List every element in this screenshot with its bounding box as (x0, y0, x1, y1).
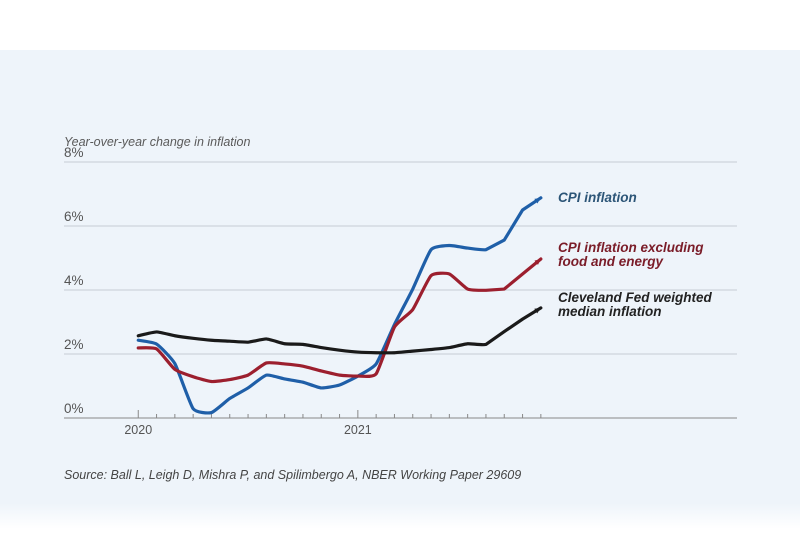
svg-text:6%: 6% (64, 209, 84, 224)
svg-text:2%: 2% (64, 337, 84, 352)
svg-text:2021: 2021 (344, 423, 372, 437)
svg-text:median inflation: median inflation (558, 304, 662, 319)
svg-text:2020: 2020 (124, 423, 152, 437)
svg-text:4%: 4% (64, 273, 84, 288)
svg-text:food and energy: food and energy (558, 254, 664, 269)
svg-text:8%: 8% (64, 145, 84, 160)
svg-text:Year-over-year change in infla: Year-over-year change in inflation (64, 135, 251, 149)
svg-text:Cleveland Fed weighted: Cleveland Fed weighted (558, 290, 713, 305)
svg-text:Source: Ball L, Leigh D, Mish: Source: Ball L, Leigh D, Mishra P, and S… (64, 468, 521, 482)
svg-text:CPI inflation excluding: CPI inflation excluding (558, 240, 704, 255)
svg-text:CPI inflation: CPI inflation (558, 190, 637, 205)
svg-text:0%: 0% (64, 401, 84, 416)
